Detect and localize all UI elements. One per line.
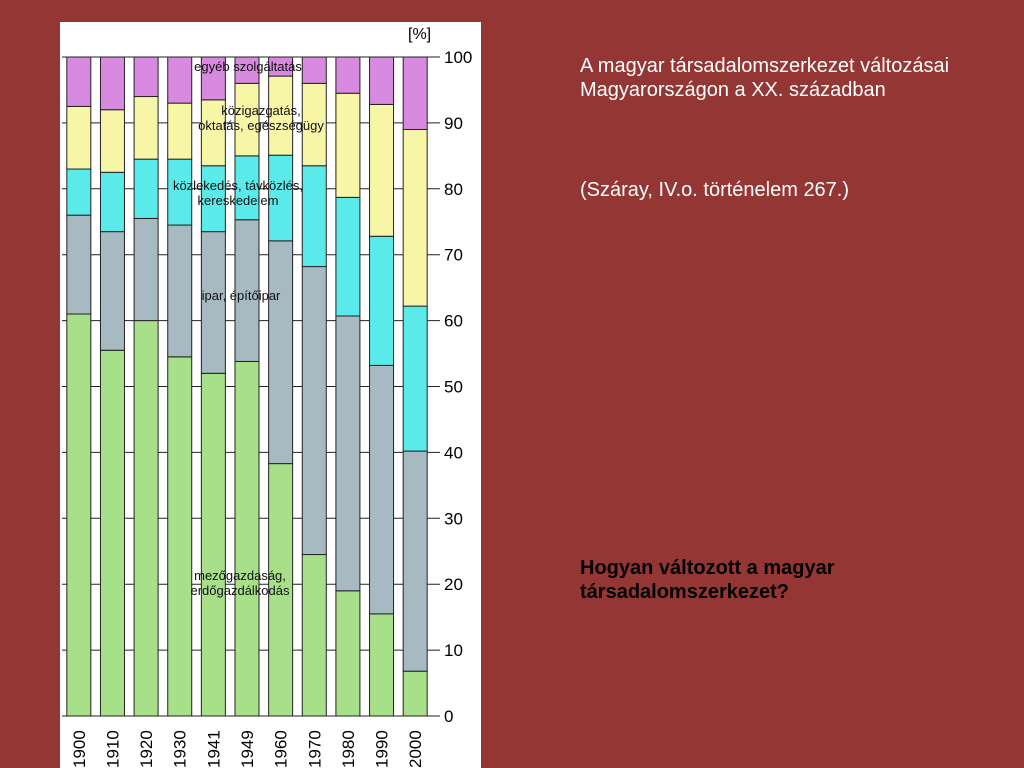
- series-label: mezőgazdaság, erdőgazdálkodás: [190, 568, 290, 598]
- bar-segment: [167, 356, 193, 717]
- bar-segment: [268, 56, 294, 77]
- bar-segment: [99, 171, 125, 233]
- bar-segment: [200, 372, 226, 717]
- bar-segment: [402, 670, 428, 717]
- x-tick-label: 1980: [339, 730, 358, 768]
- y-axis-unit-label: [%]: [408, 26, 431, 43]
- bar-segment: [301, 56, 327, 84]
- x-tick-label: 1920: [137, 730, 156, 768]
- y-tick-label: 20: [444, 575, 463, 594]
- bar-segment: [402, 450, 428, 672]
- y-tick-label: 100: [444, 48, 472, 67]
- y-tick-label: 40: [444, 443, 463, 462]
- bar-segment: [200, 99, 226, 167]
- bar-segment: [335, 590, 361, 717]
- bar-segment: [66, 105, 92, 170]
- y-tick-label: 10: [444, 641, 463, 660]
- bar-segment: [99, 349, 125, 717]
- bar-segment: [66, 168, 92, 216]
- y-tick-label: 0: [444, 707, 453, 726]
- bar-segment: [369, 103, 395, 237]
- bar-segment: [200, 165, 226, 233]
- bar-segment: [301, 82, 327, 167]
- bar-segment: [268, 75, 294, 156]
- bar-segment: [133, 158, 159, 219]
- y-tick-label: 90: [444, 114, 463, 133]
- bar-segment: [234, 360, 260, 717]
- bar-segment: [402, 305, 428, 452]
- x-tick-label: 1900: [70, 730, 89, 768]
- x-tick-label: 1930: [171, 730, 190, 768]
- bar-segment: [268, 154, 294, 242]
- bar-segment: [167, 56, 193, 104]
- bar-segment: [301, 554, 327, 717]
- bar-segment: [66, 214, 92, 315]
- bar-segment: [133, 96, 159, 160]
- y-tick-label: 60: [444, 312, 463, 331]
- bar-segment: [234, 56, 260, 84]
- bar-segment: [335, 196, 361, 317]
- y-tick-label: 70: [444, 246, 463, 265]
- chart-svg: 0 10 20 30 40 50 60 70 80 90 100 [%] 1900 1910 1920 193…: [62, 26, 472, 768]
- bar-segment: [268, 463, 294, 717]
- y-tick-label: 50: [444, 378, 463, 397]
- bar-segment: [335, 315, 361, 592]
- bar-segment: [99, 56, 125, 111]
- bar-segment: [301, 165, 327, 268]
- series-label: közlekedés, távközlés, kereskedelem: [173, 178, 303, 208]
- bar-segment: [200, 56, 226, 101]
- y-tick-label: 80: [444, 180, 463, 199]
- bar-segment: [167, 224, 193, 358]
- bar-segment: [200, 231, 226, 374]
- x-tick-label: 1949: [238, 730, 257, 768]
- slide-title: A magyar társadalomszerkezet változásai …: [580, 55, 950, 101]
- bar-segment: [402, 56, 428, 130]
- stacked-bar-chart: 0 10 20 30 40 50 60 70 80 90 100 [%] 1900 1910 1920 193…: [60, 22, 481, 768]
- y-tick-label: 30: [444, 509, 463, 528]
- bar-segment: [99, 109, 125, 173]
- bar-segment: [369, 56, 395, 105]
- x-tick-label: 1941: [204, 730, 223, 768]
- x-tick-label: 1990: [373, 730, 392, 768]
- bar-segment: [369, 364, 395, 615]
- series-label: ipar, építőipar: [202, 288, 281, 303]
- bar-segment: [133, 56, 159, 98]
- bar-segment: [133, 320, 159, 717]
- series-label: egyéb szolgáltatás: [194, 59, 302, 74]
- bar-segment: [268, 240, 294, 465]
- bar-segment: [369, 235, 395, 366]
- bar-segment: [335, 92, 361, 198]
- slide-source: (Száray, IV.o. történelem 267.): [580, 179, 850, 201]
- x-tick-label: 1970: [305, 730, 324, 768]
- bar-segment: [99, 231, 125, 351]
- slide-question: Hogyan változott a magyar társadalomszer…: [580, 557, 835, 603]
- bar-segment: [335, 56, 361, 94]
- bar-segment: [402, 128, 428, 307]
- bar-segment: [133, 217, 159, 322]
- x-tick-label: 2000: [406, 730, 425, 768]
- series-label: közigazgatás, oktatás, egészségügy: [198, 103, 324, 133]
- x-tick-label: 1910: [103, 730, 122, 768]
- bar-segment: [66, 313, 92, 717]
- bar-segment: [167, 102, 193, 160]
- x-tick-label: 1960: [272, 730, 291, 768]
- bar-segment: [167, 158, 193, 226]
- bar-segment: [301, 266, 327, 556]
- bar-segment: [369, 613, 395, 717]
- bar-segment: [66, 56, 92, 107]
